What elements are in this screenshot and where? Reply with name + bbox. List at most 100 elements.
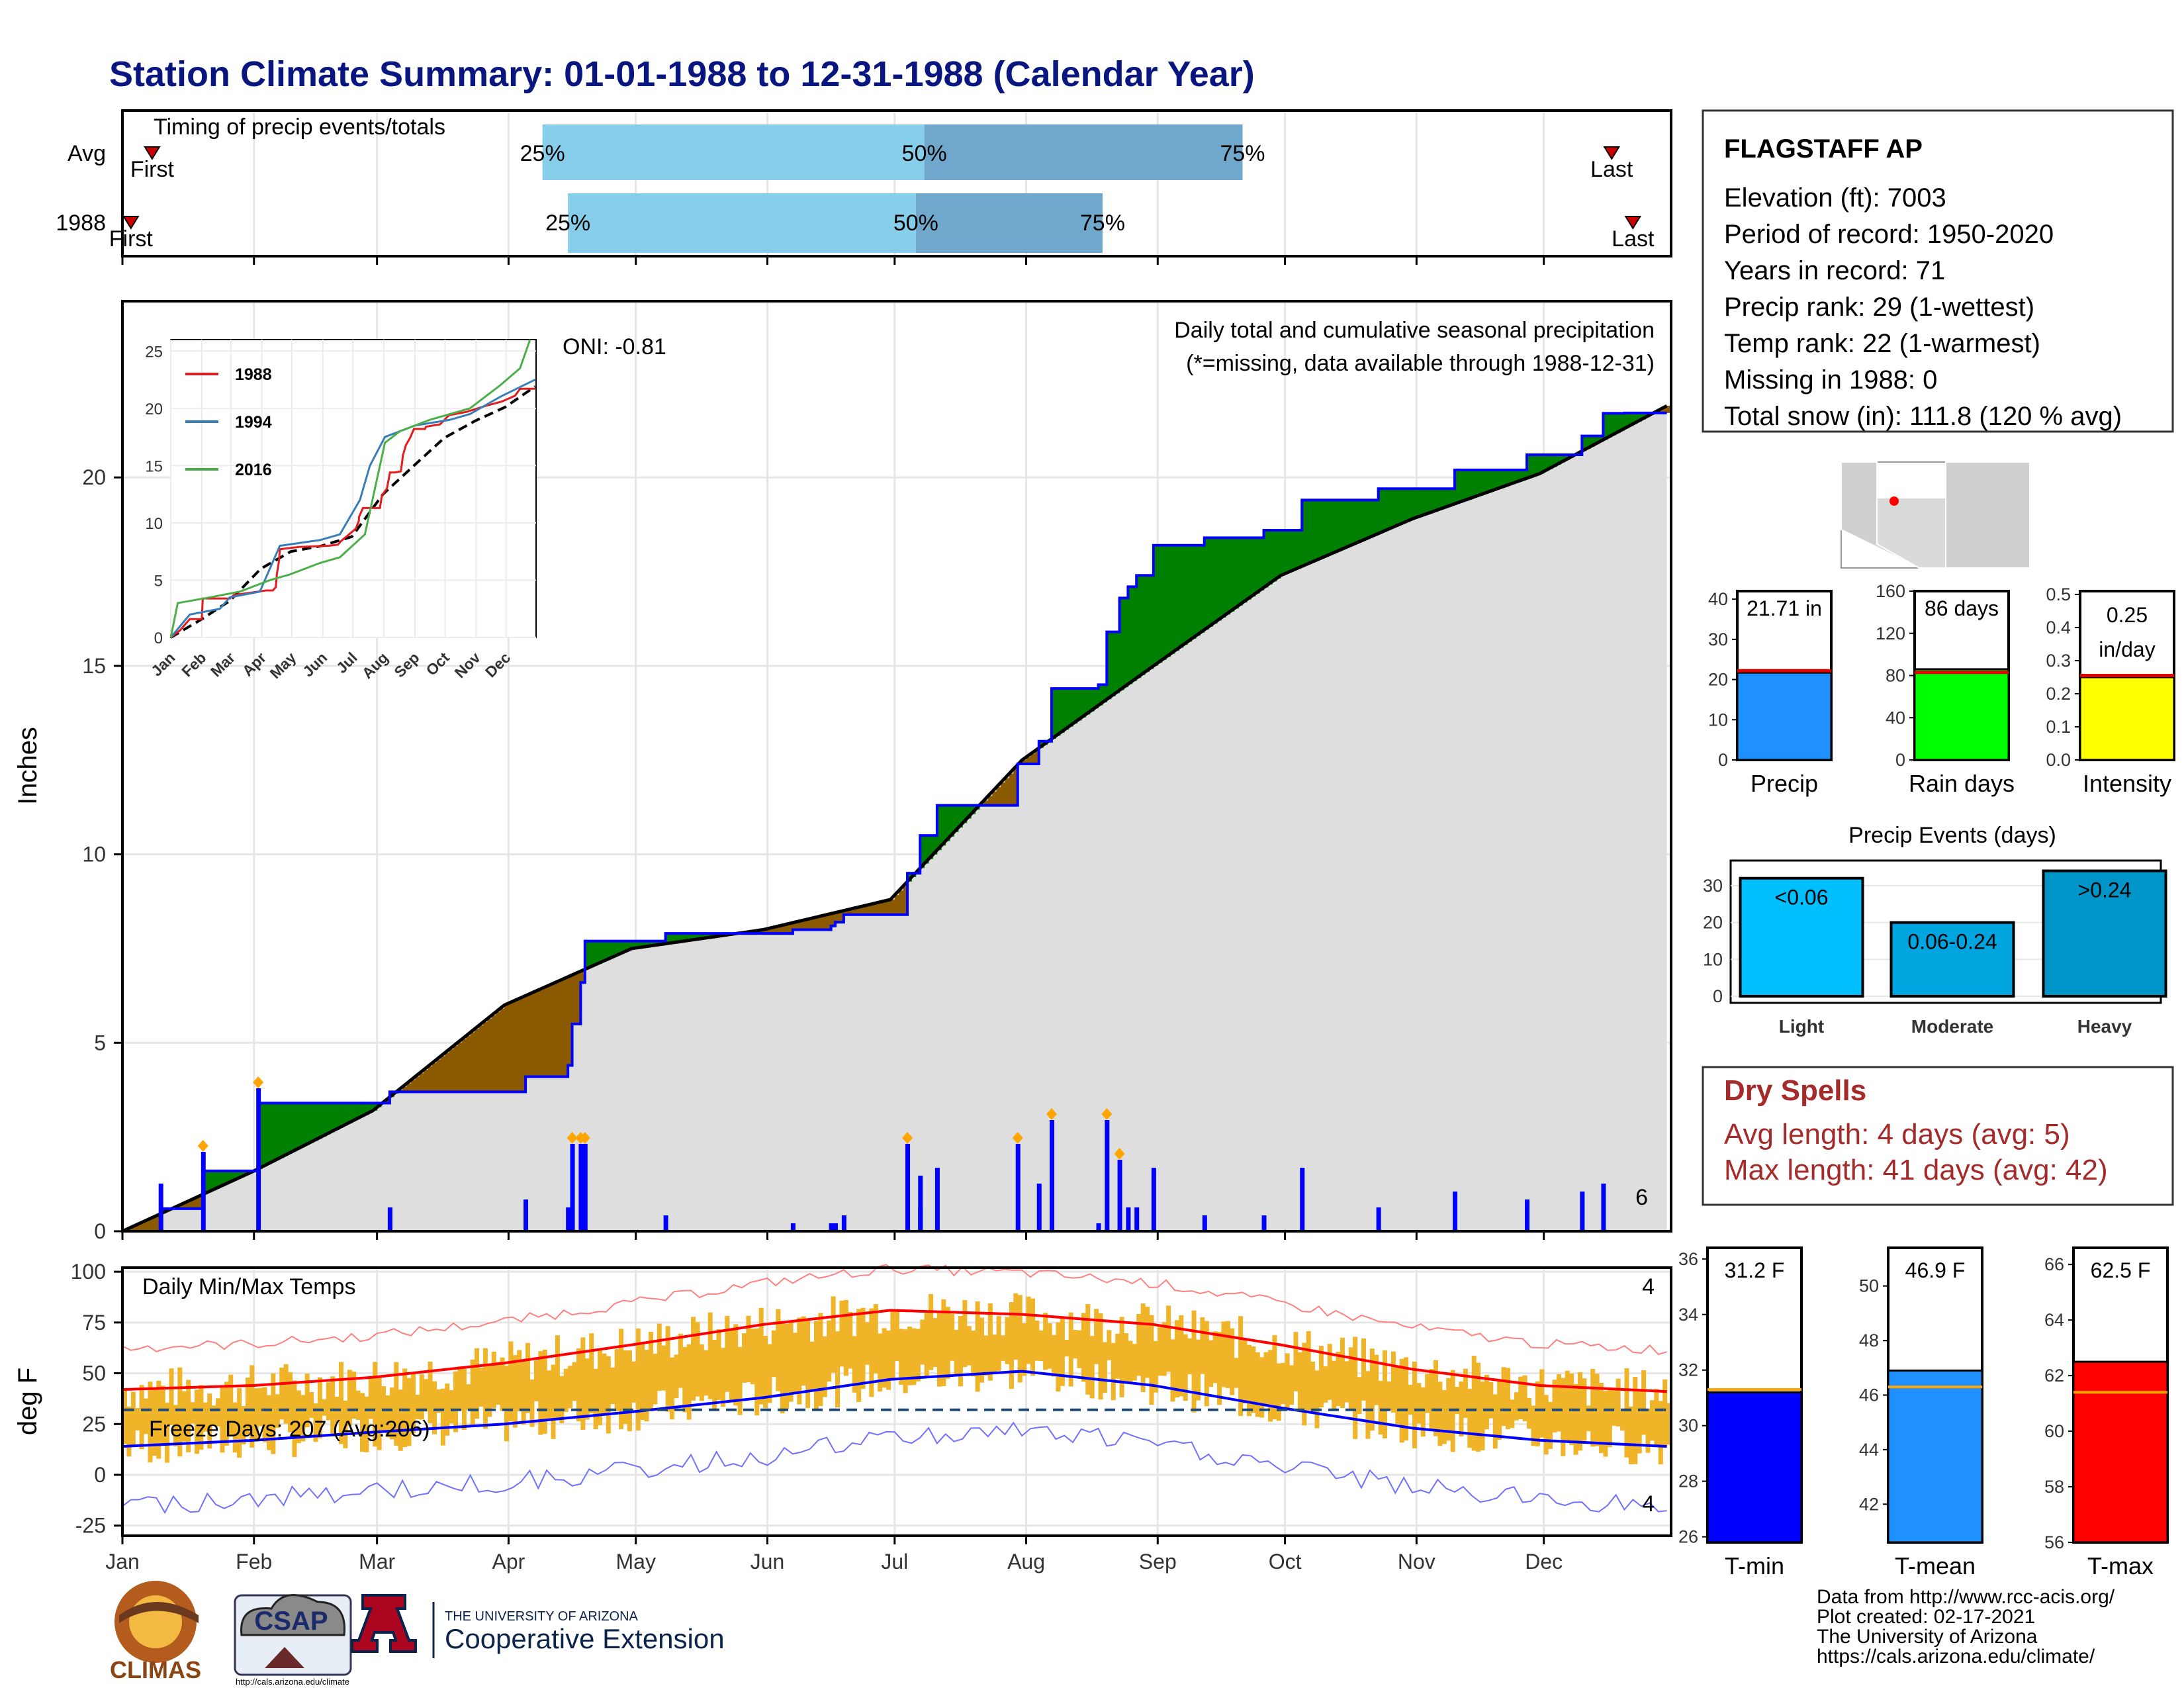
mini-bar-value: [1913, 668, 2010, 761]
daily-temp-bar: [631, 1361, 637, 1403]
cumulative-difference: [194, 1198, 199, 1209]
cumulative-difference: [1119, 598, 1124, 690]
cumulative-difference: [780, 925, 785, 934]
daily-temp-bar: [1603, 1391, 1608, 1457]
daily-precip-bar: [201, 1152, 206, 1231]
cumulative-difference: [351, 1103, 357, 1122]
daily-temp-bar: [1353, 1336, 1358, 1439]
daily-temp-bar: [402, 1368, 408, 1448]
cumulative-difference: [496, 1011, 501, 1092]
cumulative-difference: [589, 941, 594, 968]
cumulative-difference: [1501, 469, 1506, 488]
daily-temp-bar: [355, 1390, 361, 1420]
station-info-line: Precip rank: 29 (1-wettest): [1724, 293, 2034, 322]
cumulative-difference: [445, 1053, 450, 1092]
daily-temp-bar: [907, 1327, 913, 1385]
cumulative-difference: [1633, 412, 1638, 424]
daily-temp-bar: [1463, 1368, 1468, 1418]
cumulative-difference: [317, 1103, 322, 1139]
daily-precip-bar: [570, 1144, 575, 1231]
cumulative-difference: [1548, 455, 1553, 469]
cumulative-difference: [559, 980, 565, 1077]
daily-temp-bar: [1446, 1378, 1451, 1441]
daily-temp-bar: [525, 1342, 531, 1413]
daily-temp-bar: [962, 1299, 968, 1368]
temp-count-bottom: 4: [1642, 1491, 1655, 1517]
cumulative-difference: [461, 1039, 467, 1092]
daily-temp-bar: [1043, 1313, 1048, 1370]
daily-temp-bar: [152, 1388, 157, 1456]
daily-temp-bar: [1641, 1370, 1647, 1435]
cumulative-difference: [962, 805, 968, 823]
cumulative-difference: [1365, 500, 1371, 539]
daily-temp-bar: [763, 1335, 768, 1409]
cumulative-difference: [547, 986, 552, 1077]
daily-temp-bar: [584, 1358, 590, 1420]
daily-temp-bar: [1378, 1381, 1383, 1435]
daily-temp-bar: [135, 1407, 140, 1430]
temp-bar-tick-label: 58: [2044, 1477, 2064, 1497]
daily-temp-bar: [1068, 1312, 1073, 1387]
timing-title: Timing of precip events/totals: [154, 115, 445, 140]
month-label: Nov: [1398, 1550, 1435, 1573]
cumulative-difference: [1594, 436, 1600, 445]
cumulative-difference: [288, 1103, 293, 1154]
daily-precip-bar: [1202, 1215, 1207, 1231]
cumulative-difference: [1238, 538, 1243, 606]
daily-temp-bar: [1038, 1330, 1044, 1362]
daily-temp-bar: [500, 1357, 505, 1411]
daily-temp-bar: [1612, 1390, 1617, 1426]
cumulative-difference: [1153, 545, 1158, 666]
daily-temp-bar: [619, 1329, 624, 1429]
cumulative-difference: [517, 999, 522, 1092]
daily-temp-bar: [941, 1299, 946, 1387]
cumulative-difference: [771, 927, 776, 934]
daily-temp-bar: [1030, 1298, 1035, 1376]
daily-temp-bar: [309, 1392, 314, 1419]
daily-temp-bar: [1251, 1346, 1256, 1413]
daily-temp-bar: [1314, 1370, 1320, 1429]
daily-temp-bar: [330, 1376, 336, 1436]
footer-line: https://cals.arizona.edu/climate/: [1817, 1646, 2095, 1667]
daily-temp-bar: [1208, 1340, 1214, 1387]
cumulative-difference: [1603, 413, 1608, 440]
cumulative-difference: [1561, 455, 1566, 463]
daily-temp-bar: [1527, 1397, 1532, 1429]
daily-temp-bar: [470, 1359, 475, 1427]
daily-temp-bar: [1488, 1382, 1494, 1419]
temp-bar-category-label: T-min: [1725, 1552, 1784, 1579]
daily-temp-bar: [809, 1341, 815, 1392]
cumulative-difference: [1077, 688, 1082, 721]
cumulative-difference: [1310, 500, 1315, 563]
temp-bar-tick-label: 28: [1678, 1472, 1698, 1491]
cumulative-difference: [822, 915, 827, 930]
daily-temp-bar: [771, 1330, 776, 1378]
cumulative-difference: [551, 984, 556, 1077]
event-category-label: Moderate: [1911, 1016, 1993, 1037]
daily-temp-bar: [1145, 1307, 1150, 1378]
daily-temp-bar: [1518, 1376, 1524, 1420]
climas-logo: CLIMAS: [110, 1581, 201, 1683]
cumulative-difference: [237, 1170, 242, 1179]
cumulative-difference: [283, 1103, 289, 1156]
daily-temp-bar: [398, 1389, 403, 1451]
daily-temp-bar: [181, 1391, 187, 1442]
daily-temp-bar: [1556, 1374, 1561, 1432]
cumulative-difference: [827, 914, 832, 930]
precip-missing-note: (*=missing, data available through 1988-…: [1186, 351, 1655, 376]
cumulative-difference: [576, 972, 581, 1024]
cumulative-difference: [1527, 455, 1531, 479]
daily-precip-bar: [1580, 1192, 1585, 1231]
cumulative-difference: [1297, 530, 1302, 569]
daily-temp-bar: [572, 1362, 577, 1401]
daily-temp-bar: [1077, 1330, 1082, 1368]
cumulative-difference: [818, 916, 823, 930]
daily-temp-bar: [300, 1395, 306, 1442]
cumulative-difference: [292, 1103, 297, 1152]
cumulative-difference: [1272, 530, 1277, 582]
cumulative-difference: [801, 920, 806, 930]
cumulative-difference: [1212, 538, 1218, 624]
cumulative-difference: [428, 1066, 433, 1092]
cumulative-difference: [309, 1103, 314, 1143]
cumulative-difference: [835, 912, 840, 923]
